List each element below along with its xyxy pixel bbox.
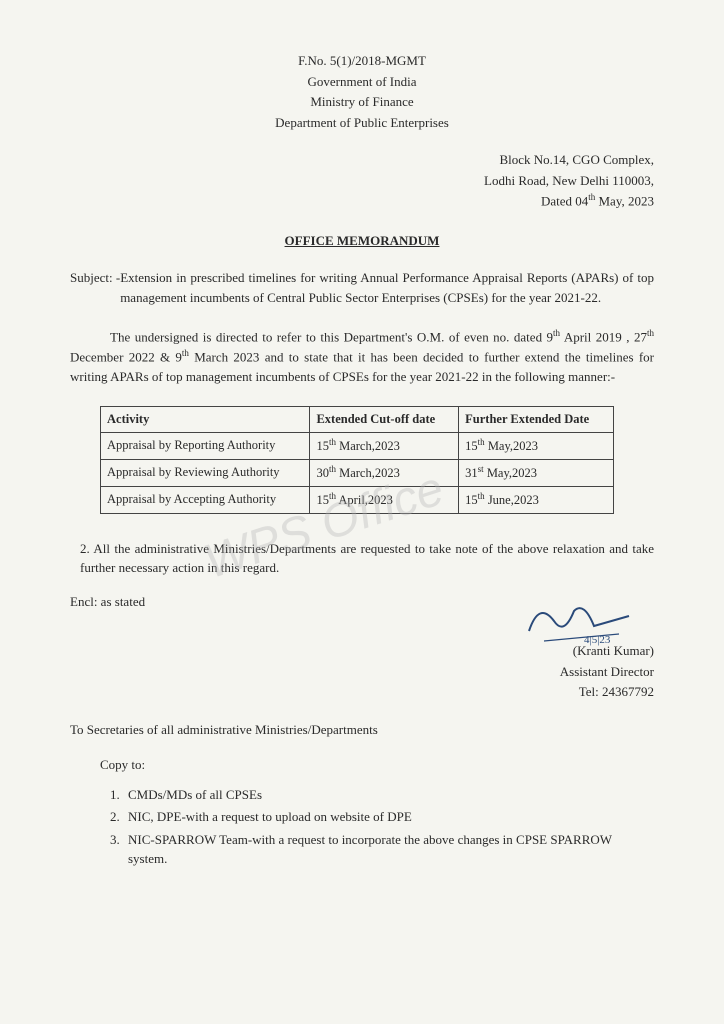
paragraph-1: The undersigned is directed to refer to … xyxy=(70,327,654,386)
address-line-1: Block No.14, CGO Complex, xyxy=(70,150,654,170)
svg-text:4|5|23: 4|5|23 xyxy=(584,634,611,646)
num: 2. xyxy=(110,807,128,827)
subject-text: Extension in prescribed timelines for wr… xyxy=(120,268,654,307)
dept-line: Department of Public Enterprises xyxy=(70,113,654,133)
d: 15 xyxy=(316,439,329,453)
memo-title: OFFICE MEMORANDUM xyxy=(70,231,654,251)
gov-line: Government of India xyxy=(70,72,654,92)
date-prefix: Dated 04 xyxy=(541,193,588,208)
col-activity: Activity xyxy=(101,407,310,433)
cell-activity: Appraisal by Reporting Authority xyxy=(101,433,310,460)
p1-sup3: th xyxy=(182,348,189,358)
p1-seg2: April 2019 , 27 xyxy=(560,330,647,345)
p1-seg1: The undersigned is directed to refer to … xyxy=(110,330,553,345)
t: March,2023 xyxy=(336,439,400,453)
cell-date1: 30th March,2023 xyxy=(310,460,459,487)
letterhead: F.No. 5(1)/2018-MGMT Government of India… xyxy=(70,51,654,132)
memo-title-text: OFFICE MEMORANDUM xyxy=(285,233,440,248)
p1-sup2: th xyxy=(647,328,654,338)
s: th xyxy=(478,437,485,447)
num: 1. xyxy=(110,785,128,805)
cell-date2: 31st May,2023 xyxy=(459,460,614,487)
d: 15 xyxy=(316,493,329,507)
copy-to-label: Copy to: xyxy=(100,755,654,775)
d: 30 xyxy=(316,466,329,480)
paragraph-2: 2. All the administrative Ministries/Dep… xyxy=(80,539,654,578)
p1-seg3: December 2022 & 9 xyxy=(70,349,182,364)
p1-sup1: th xyxy=(553,328,560,338)
timeline-table: Activity Extended Cut-off date Further E… xyxy=(100,406,614,513)
ministry-line: Ministry of Finance xyxy=(70,92,654,112)
table-row: Appraisal by Reporting Authority 15th Ma… xyxy=(101,433,614,460)
cell-date1: 15th March,2023 xyxy=(310,433,459,460)
table-row: Appraisal by Reviewing Authority 30th Ma… xyxy=(101,460,614,487)
s: th xyxy=(329,464,336,474)
subject-label: Subject: - xyxy=(70,268,120,307)
list-item: 3.NIC-SPARROW Team-with a request to inc… xyxy=(110,830,654,869)
d: 31 xyxy=(465,466,478,480)
t: June,2023 xyxy=(485,493,539,507)
t: May,2023 xyxy=(485,439,538,453)
copy-text: NIC, DPE-with a request to upload on web… xyxy=(128,807,412,827)
signatory-title: Assistant Director xyxy=(70,662,654,682)
cell-activity: Appraisal by Reviewing Authority xyxy=(101,460,310,487)
s: th xyxy=(329,491,336,501)
list-item: 2.NIC, DPE-with a request to upload on w… xyxy=(110,807,654,827)
address-line-2: Lodhi Road, New Delhi 110003, xyxy=(70,171,654,191)
file-number: F.No. 5(1)/2018-MGMT xyxy=(70,51,654,71)
subject-block: Subject: - Extension in prescribed timel… xyxy=(70,268,654,307)
cell-activity: Appraisal by Accepting Authority xyxy=(101,487,310,514)
copy-list: 1.CMDs/MDs of all CPSEs 2.NIC, DPE-with … xyxy=(110,785,654,869)
signatory-tel: Tel: 24367792 xyxy=(70,682,654,702)
d: 15 xyxy=(465,439,478,453)
col-further: Further Extended Date xyxy=(459,407,614,433)
to-line: To Secretaries of all administrative Min… xyxy=(70,720,654,740)
date-suffix: May, 2023 xyxy=(595,193,654,208)
s: th xyxy=(329,437,336,447)
copy-text: NIC-SPARROW Team-with a request to incor… xyxy=(128,830,654,869)
copy-text: CMDs/MDs of all CPSEs xyxy=(128,785,262,805)
col-extended: Extended Cut-off date xyxy=(310,407,459,433)
table-header-row: Activity Extended Cut-off date Further E… xyxy=(101,407,614,433)
signature-block: 4|5|23 (Kranti Kumar) Assistant Director… xyxy=(70,641,654,702)
cell-date2: 15th May,2023 xyxy=(459,433,614,460)
cell-date1: 15th April,2023 xyxy=(310,487,459,514)
dated-line: Dated 04th May, 2023 xyxy=(70,191,654,211)
table-row: Appraisal by Accepting Authority 15th Ap… xyxy=(101,487,614,514)
signature-icon: 4|5|23 xyxy=(519,596,639,646)
num: 3. xyxy=(110,830,128,869)
address-block: Block No.14, CGO Complex, Lodhi Road, Ne… xyxy=(70,150,654,211)
cell-date2: 15th June,2023 xyxy=(459,487,614,514)
list-item: 1.CMDs/MDs of all CPSEs xyxy=(110,785,654,805)
d: 15 xyxy=(465,493,478,507)
s: th xyxy=(478,491,485,501)
t: April,2023 xyxy=(336,493,393,507)
t: May,2023 xyxy=(484,466,537,480)
t: March,2023 xyxy=(336,466,400,480)
